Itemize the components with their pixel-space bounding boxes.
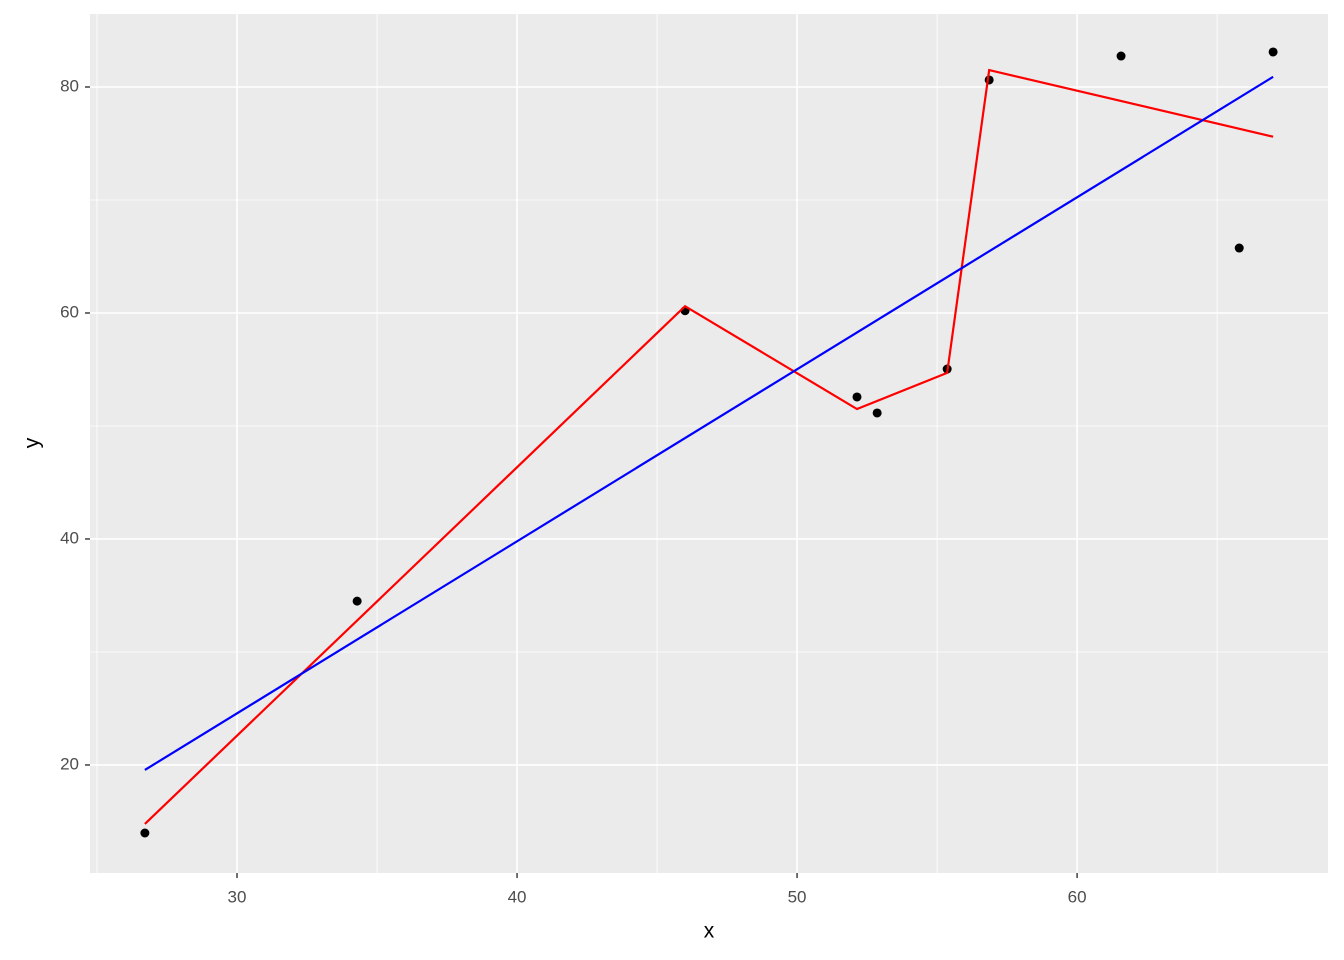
y-tick-label: 80: [60, 76, 79, 95]
x-axis-title: x: [704, 920, 715, 943]
x-tick-label: 40: [508, 887, 527, 906]
y-tick-label: 20: [60, 754, 79, 773]
y-tick-label: 40: [60, 528, 79, 547]
x-tick-label: 30: [228, 887, 247, 906]
x-tick-label: 60: [1068, 887, 1087, 906]
panel: [90, 14, 1328, 873]
y-axis-title: y: [21, 437, 44, 448]
point: [352, 596, 362, 606]
line: [144, 68, 1274, 825]
line: [144, 75, 1274, 771]
point: [852, 392, 862, 402]
point: [1234, 243, 1244, 253]
x-tick-label: 50: [788, 887, 807, 906]
point: [140, 828, 150, 838]
point: [872, 408, 882, 418]
point: [1268, 47, 1278, 57]
y-tick-label: 60: [60, 302, 79, 321]
point: [1116, 51, 1126, 61]
